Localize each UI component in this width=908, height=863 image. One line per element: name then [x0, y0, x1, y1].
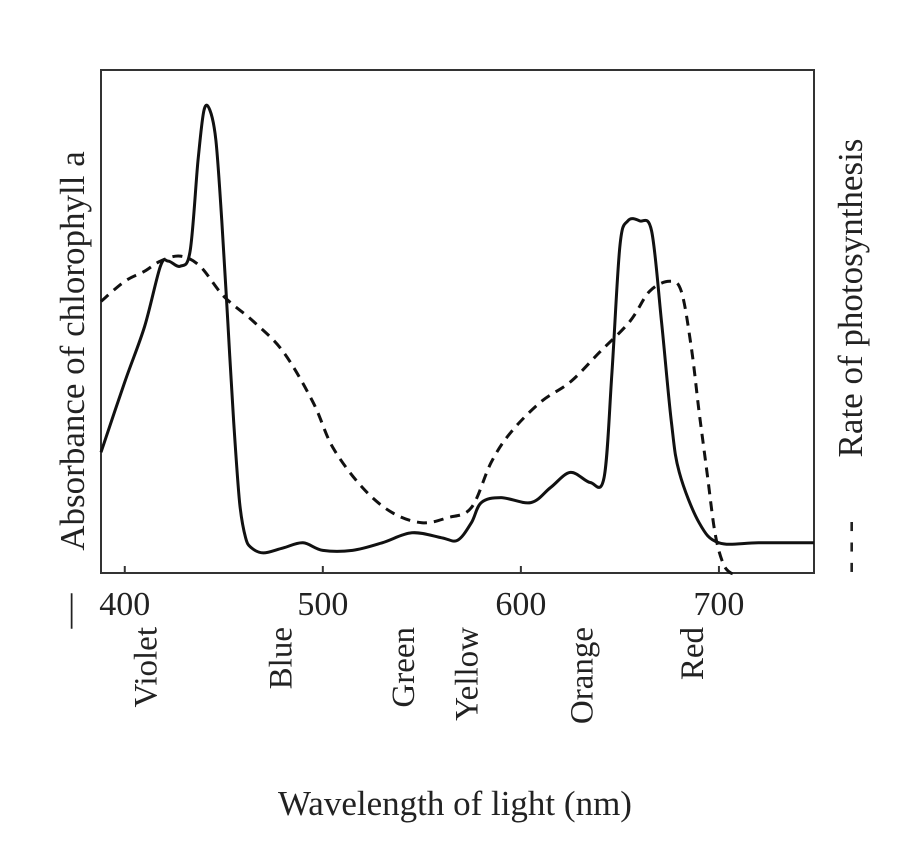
y-axis-title-right: Rate of photosynthesis — [831, 139, 870, 458]
left-legend-marker: — — [49, 593, 88, 630]
right-legend-marker-group: - - - — [829, 521, 868, 573]
color-band-label-group: Violet — [129, 627, 165, 708]
color-band-label: Red — [675, 627, 711, 681]
color-band-label: Orange — [564, 627, 600, 724]
x-tick-label: 700 — [693, 586, 744, 623]
series-line-absorbance — [99, 103, 814, 555]
color-band-label-group: Orange — [564, 627, 600, 724]
x-tick-label: 400 — [99, 586, 150, 623]
color-band-label-group: Blue — [263, 627, 299, 689]
color-band-label-group: Red — [675, 627, 711, 681]
y-axis-title-left: Absorbance of chlorophyll a — [53, 151, 92, 551]
left-axis-title-group: Absorbance of chlorophyll a — [53, 151, 92, 551]
x-axis-ticks: 400 500 600 700 — [99, 566, 744, 623]
color-band-label-group: Green — [386, 627, 422, 708]
x-tick-label: 600 — [495, 586, 546, 623]
right-legend-marker: - - - — [829, 521, 868, 573]
x-axis-title: Wavelength of light (nm) — [278, 784, 632, 823]
color-band-label: Blue — [263, 627, 299, 689]
color-band-label-group: Yellow — [449, 627, 485, 721]
series-line-photosynthesis-rate — [100, 254, 739, 576]
color-band-label: Violet — [129, 627, 165, 708]
x-tick-label: 500 — [297, 586, 348, 623]
plot-frame — [100, 69, 815, 574]
color-band-labels: Violet Blue Green Yellow Orange Red — [129, 627, 712, 725]
left-legend-marker-group: — — [49, 593, 88, 630]
right-axis-title-group: Rate of photosynthesis — [831, 139, 870, 458]
color-band-label: Green — [386, 627, 422, 708]
series-layer — [99, 103, 814, 576]
color-band-label: Yellow — [449, 627, 485, 721]
